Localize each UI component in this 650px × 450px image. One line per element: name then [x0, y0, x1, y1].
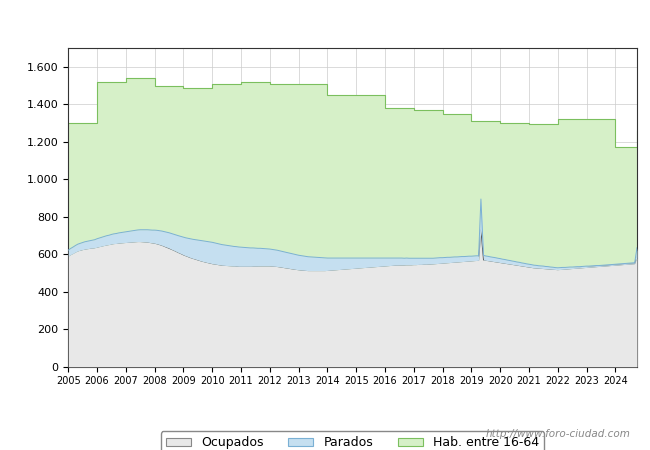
Text: Arbeca - Evolucion de la poblacion en edad de Trabajar Septiembre de 2024: Arbeca - Evolucion de la poblacion en ed… [55, 14, 595, 28]
Legend: Ocupados, Parados, Hab. entre 16-64: Ocupados, Parados, Hab. entre 16-64 [161, 432, 544, 450]
Text: http://www.foro-ciudad.com: http://www.foro-ciudad.com [486, 429, 630, 439]
